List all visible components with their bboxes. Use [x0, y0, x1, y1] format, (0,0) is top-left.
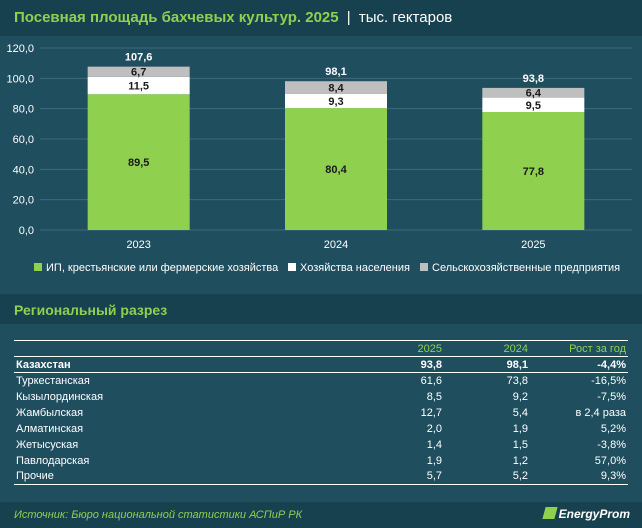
bar-segment: [285, 81, 387, 94]
bar-segment: [482, 97, 585, 113]
bar-data-label: 9,3: [328, 96, 343, 108]
value-2025: 61,6: [420, 374, 442, 387]
header-bar: Посевная площадь бахчевых культур. 2025 …: [0, 0, 642, 36]
value-2024: 5,4: [512, 406, 528, 419]
regional-table: 2025 2024 Рост за год Казахстан 93,8 98,1-…: [14, 340, 628, 485]
stacked-bar-chart: 0,0 20,0 40,0 60,0 80,0 100,0 120,0 89,5 11,5 6,7…: [6, 43, 632, 251]
bar-data-label: 80,4: [325, 164, 347, 176]
bar-total-label: 93,8: [523, 73, 544, 85]
bar-data-label: 8,4: [328, 83, 344, 95]
x-tick-label: 2025: [521, 239, 545, 251]
value-2024: 1,5: [512, 438, 528, 451]
table-row: Туркестанская 61,6 73,8 -16,5%: [14, 373, 628, 389]
legend-label-households: Хозяйства населения: [300, 262, 410, 274]
table-header-growth: Рост за год: [530, 340, 628, 357]
y-tick-label: 100,0: [6, 73, 34, 85]
bar-data-label: 6,7: [131, 67, 146, 79]
legend-item-households: Хозяйства населения: [288, 262, 410, 274]
table-row: Алматинская 2,0 1,9 5,2%: [14, 421, 628, 437]
bar-data-label: 77,8: [523, 166, 544, 178]
region-name: Жамбылская: [16, 406, 84, 419]
y-tick-label: 0,0: [19, 225, 34, 237]
region-name: Казахстан: [14, 356, 314, 373]
section-title: Региональный разрез: [14, 302, 168, 318]
growth-value: -4,4%: [530, 356, 628, 373]
table-row: Жетысуская 1,4 1,5 -3,8%: [14, 437, 628, 453]
source-note: Источник: Бюро национальной статистики А…: [14, 509, 303, 521]
growth-value: в 2,4 раза: [575, 406, 626, 419]
legend-swatch-farms: [34, 263, 42, 271]
bar-segment: [87, 76, 190, 95]
bar-total-label: 98,1: [325, 66, 346, 78]
region-name: Прочие: [14, 468, 314, 485]
bar-segment: [87, 66, 190, 77]
growth-value: -7,5%: [597, 390, 626, 403]
region-name: Алматинская: [16, 422, 84, 435]
growth-value: -16,5%: [591, 374, 626, 387]
regional-section-bar: Региональный разрез: [0, 294, 642, 324]
x-tick-label: 2023: [126, 239, 150, 251]
chart-title: Посевная площадь бахчевых культур. 2025: [14, 9, 339, 26]
y-tick-label: 120,0: [6, 43, 34, 55]
region-name: Кызылординская: [16, 390, 104, 403]
title-separator: |: [346, 9, 351, 26]
growth-value: 9,3%: [530, 468, 628, 485]
region-name: Жетысуская: [16, 438, 79, 451]
legend-item-enterprises: Сельскохозяйственные предприятия: [420, 262, 620, 274]
growth-value: 57,0%: [594, 454, 626, 467]
value-2025: 93,8: [314, 356, 444, 373]
value-2025: 1,4: [426, 438, 442, 451]
value-2025: 1,9: [426, 454, 442, 467]
value-2025: 12,7: [420, 406, 442, 419]
footer-bar: Источник: Бюро национальной статистики А…: [0, 502, 642, 528]
bar-segment: [87, 94, 190, 230]
bar-segment: [482, 87, 585, 98]
page-title: Посевная площадь бахчевых культур. 2025 …: [14, 9, 452, 26]
y-tick-label: 40,0: [13, 164, 34, 176]
bar-segment: [482, 112, 585, 230]
y-tick-label: 80,0: [13, 104, 34, 116]
table-header-region: [14, 340, 314, 357]
value-2025: 5,7: [314, 468, 444, 485]
bar-segment: [285, 108, 387, 230]
value-2024: 1,2: [512, 454, 528, 467]
bar-total-label: 107,6: [125, 52, 153, 64]
value-2025: 2,0: [426, 422, 442, 435]
table-row: Прочие 5,7 5,2 9,3%: [14, 468, 628, 485]
value-2024: 5,2: [444, 468, 530, 485]
table-row: Жамбылская 12,7 5,4 в 2,4 раза: [14, 405, 628, 421]
legend-label-farms: ИП, крестьянские или фермерские хозяйств…: [46, 262, 279, 274]
bar-data-label: 11,5: [128, 81, 149, 93]
bar-data-label: 6,4: [526, 88, 542, 100]
brand-logo: EnergyProm: [542, 507, 630, 521]
brand-name: EnergyProm: [558, 507, 630, 521]
x-tick-label: 2024: [324, 239, 348, 251]
legend-swatch-enterprises: [420, 263, 428, 271]
table-row: Казахстан 93,8 98,1 -4,4%: [14, 356, 628, 373]
chart-unit: тыс. гектаров: [358, 9, 453, 26]
value-2024: 98,1: [444, 356, 530, 373]
y-tick-label: 20,0: [13, 195, 34, 207]
bar-data-label: 9,5: [526, 100, 541, 112]
brand-logo-icon: [542, 507, 558, 519]
growth-value: 5,2%: [600, 422, 626, 435]
y-tick-label: 60,0: [13, 134, 34, 146]
bar-data-label: 89,5: [128, 157, 149, 169]
table-row: Павлодарская 1,9 1,2 57,0%: [14, 453, 628, 469]
table-header-row: 2025 2024 Рост за год: [14, 340, 628, 357]
growth-value: -3,8%: [597, 438, 626, 451]
table-header-2024: 2024: [444, 340, 530, 357]
legend-swatch-households: [288, 263, 296, 271]
legend-label-enterprises: Сельскохозяйственные предприятия: [432, 262, 621, 274]
table-header-2025: 2025: [314, 340, 444, 357]
legend-item-farms: ИП, крестьянские или фермерские хозяйств…: [34, 262, 278, 274]
value-2024: 73,8: [506, 374, 528, 387]
region-name: Павлодарская: [16, 454, 90, 467]
value-2025: 8,5: [426, 390, 442, 403]
value-2024: 1,9: [512, 422, 528, 435]
value-2024: 9,2: [512, 390, 528, 403]
bar-segment: [285, 93, 387, 109]
region-name: Туркестанская: [16, 374, 90, 387]
table-row: Кызылординская 8,5 9,2 -7,5%: [14, 389, 628, 405]
